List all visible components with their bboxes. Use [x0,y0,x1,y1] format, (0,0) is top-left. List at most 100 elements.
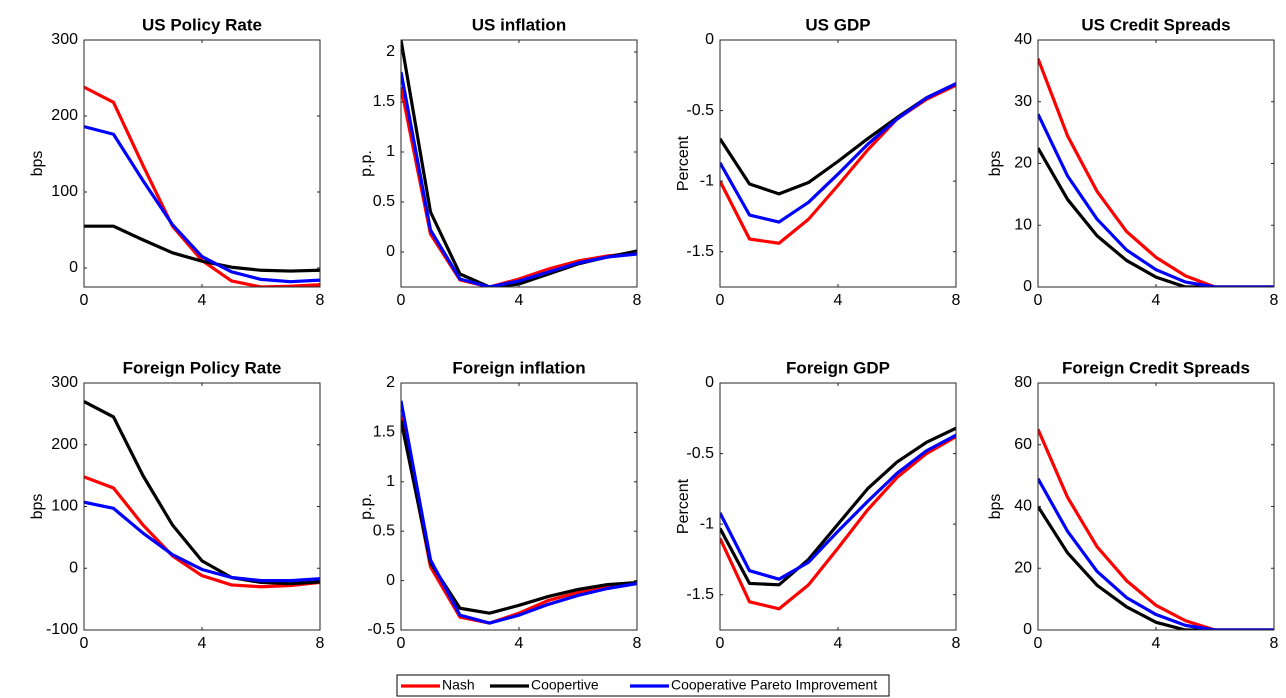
y-tick-label: -1.5 [686,586,714,603]
series-line [401,414,637,625]
y-tick-label: 0.5 [373,193,395,210]
y-tick-label: 0 [705,374,714,391]
y-tick-label: 30 [1014,93,1032,110]
x-tick-label: 4 [515,635,524,652]
x-tick-label: 0 [716,635,725,652]
x-tick-label: 4 [834,635,843,652]
y-axis-label: Percent [675,135,692,191]
axes-box [719,39,957,288]
y-tick-label: 0 [1023,278,1032,295]
x-tick-label: 8 [1270,635,1279,652]
chart-title: Foreign Credit Spreads [1062,358,1250,377]
series-line [401,40,637,287]
y-tick-label: 20 [1014,559,1032,576]
x-tick-label: 4 [515,292,524,309]
y-tick-label: 0 [1023,621,1032,638]
series-line [84,125,320,284]
axes-box [1037,39,1275,288]
legend-label: Coopertive [531,677,599,693]
series-line [720,435,956,611]
axes-box [83,382,321,631]
series-line [84,500,320,583]
y-tick-label: 2 [386,374,395,391]
x-tick-label: 4 [198,292,207,309]
x-tick-label: 0 [80,292,89,309]
x-tick-label: 8 [952,292,961,309]
y-tick-label: 0 [386,243,395,260]
y-tick-label: 100 [51,183,78,200]
y-tick-label: 40 [1014,498,1032,515]
y-tick-label: 200 [51,436,78,453]
x-tick-label: 8 [952,635,961,652]
series-line [84,224,320,273]
y-tick-label: 1.5 [373,93,395,110]
axes-box [719,382,957,631]
y-tick-label: 0 [386,572,395,589]
x-tick-label: 0 [80,635,89,652]
series-line [401,400,637,625]
y-tick-label: 10 [1014,216,1032,233]
legend-label: Cooperative Pareto Improvement [671,677,877,693]
chart-title: Foreign inflation [452,358,585,377]
series-line [84,400,320,586]
series-line [720,83,956,245]
series-line [401,420,637,615]
chart-title: Foreign GDP [786,358,890,377]
y-tick-label: 300 [51,374,78,391]
y-axis-label: bps [29,151,46,177]
y-tick-label: 20 [1014,155,1032,172]
series-line [84,475,320,589]
series-line [1038,505,1274,630]
y-tick-label: -100 [46,621,78,638]
x-tick-label: 8 [633,635,642,652]
y-tick-label: 2 [386,43,395,60]
x-tick-label: 4 [1152,635,1161,652]
y-tick-label: -1 [700,172,714,189]
x-tick-label: 0 [716,292,725,309]
y-tick-label: 1 [386,143,395,160]
x-tick-label: 8 [633,292,642,309]
x-tick-label: 8 [316,292,325,309]
y-tick-label: -1 [700,515,714,532]
y-tick-label: 60 [1014,436,1032,453]
x-tick-label: 8 [1270,292,1279,309]
chart-title: US GDP [805,15,870,34]
y-axis-label: bps [987,151,1004,177]
axes-box [400,382,638,631]
y-tick-label: 80 [1014,374,1032,391]
series-line [1038,57,1274,287]
y-tick-label: 0 [69,259,78,276]
x-tick-label: 8 [316,635,325,652]
chart-title: US Credit Spreads [1081,15,1230,34]
y-tick-label: 100 [51,498,78,515]
series-line [720,426,956,587]
x-tick-label: 0 [397,292,406,309]
y-tick-label: 1 [386,473,395,490]
series-line [720,82,956,224]
x-tick-label: 0 [397,635,406,652]
series-line [1038,147,1274,287]
series-line [720,433,956,581]
legend-label: Nash [442,677,475,693]
y-tick-label: -0.5 [367,621,395,638]
y-axis-label: bps [987,494,1004,520]
series-line [1038,113,1274,287]
y-tick-label: 0 [69,559,78,576]
series-line [1038,477,1274,630]
chart-title: US Policy Rate [142,15,262,34]
axes-box [400,39,638,288]
series-line [401,71,637,287]
y-tick-label: 0 [705,31,714,48]
x-tick-label: 4 [834,292,843,309]
y-tick-label: -1.5 [686,243,714,260]
y-tick-label: 300 [51,31,78,48]
x-tick-label: 4 [198,635,207,652]
y-tick-label: -0.5 [686,445,714,462]
x-tick-label: 0 [1034,635,1043,652]
y-tick-label: 0.5 [373,522,395,539]
y-axis-label: p.p. [358,493,375,520]
y-tick-label: 1.5 [373,424,395,441]
x-tick-label: 4 [1152,292,1161,309]
y-axis-label: p.p. [358,150,375,177]
y-tick-label: -0.5 [686,102,714,119]
